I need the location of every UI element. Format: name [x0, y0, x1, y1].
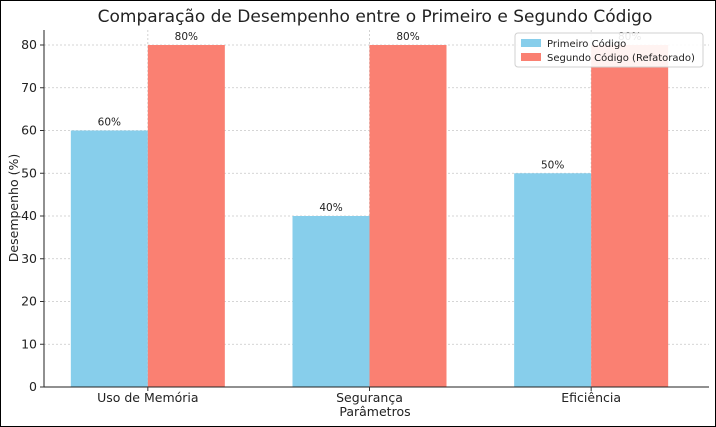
- y-axis-label: Desempenho (%): [6, 154, 21, 262]
- bar-segundo-2: [591, 45, 669, 387]
- bars: [70, 45, 669, 387]
- y-tick-label: 50: [21, 165, 37, 180]
- y-tick-label: 0: [29, 379, 37, 394]
- bar-primeiro-0: [70, 130, 148, 387]
- bar-segundo-0: [147, 45, 225, 387]
- y-tick-label: 70: [21, 80, 37, 95]
- y-tick-label: 60: [21, 123, 37, 138]
- bar-primeiro-2: [514, 173, 592, 387]
- ticks: 0 10 20 30 40 50 60 70 80 Uso de Memória Segurança…: [21, 37, 621, 405]
- data-label: 40%: [319, 202, 342, 214]
- legend-entry: Primeiro Código: [547, 38, 626, 50]
- legend-swatch: [521, 53, 541, 61]
- x-tick-label: Eficiência: [561, 390, 621, 405]
- data-label: 80%: [175, 31, 198, 43]
- bar-primeiro-1: [292, 216, 370, 387]
- y-tick-label: 30: [21, 251, 37, 266]
- x-axis-label: Parâmetros: [339, 404, 410, 419]
- y-tick-label: 20: [21, 294, 37, 309]
- legend: Primeiro Código Segundo Código (Refatorad…: [514, 32, 704, 68]
- x-tick-label: Segurança: [336, 390, 403, 405]
- y-tick-label: 80: [21, 37, 37, 52]
- legend-swatch: [521, 39, 541, 47]
- data-label: 60%: [98, 117, 121, 129]
- axes: [43, 30, 709, 388]
- legend-box: [514, 32, 704, 68]
- legend-entry: Segundo Código (Refatorado): [547, 52, 695, 64]
- bar-segundo-1: [369, 45, 447, 387]
- x-tick-label: Uso de Memória: [97, 390, 198, 405]
- chart-title: Comparação de Desempenho entre o Primeir…: [98, 7, 653, 27]
- data-label: 50%: [541, 159, 564, 171]
- y-tick-label: 40: [21, 208, 37, 223]
- y-tick-label: 10: [21, 336, 37, 351]
- data-label: 80%: [396, 31, 419, 43]
